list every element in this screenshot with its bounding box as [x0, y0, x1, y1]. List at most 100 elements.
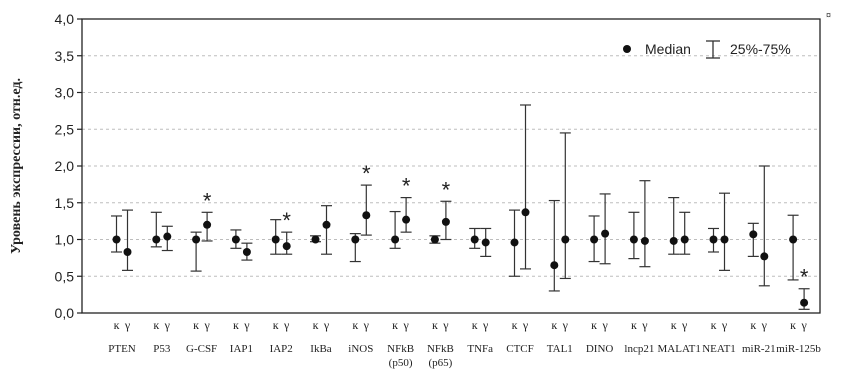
median-point-g — [640, 236, 649, 245]
group-label-g: γ — [363, 318, 370, 332]
group-label-k: к — [790, 318, 796, 332]
median-point-g — [242, 247, 251, 256]
median-point-g — [800, 298, 809, 307]
group-label-g: γ — [721, 318, 728, 332]
corner-mark: ¤ — [826, 10, 831, 20]
group-label-g: γ — [761, 318, 768, 332]
median-point-g — [561, 235, 570, 244]
median-point-k — [709, 235, 718, 244]
group-label-g: γ — [164, 318, 171, 332]
median-point-g — [362, 211, 371, 220]
category-label: IAP2 — [270, 343, 293, 355]
group-label-k: к — [114, 318, 120, 332]
median-point-k — [231, 235, 240, 244]
median-point-g — [441, 217, 450, 226]
significance-marker: * — [362, 161, 371, 186]
category-label-line2: (p50) — [389, 357, 413, 369]
median-point-g — [680, 235, 689, 244]
y-axis: 0,0 0,5 1,0 1,5 2,0 2,5 3,0 3,5 4,0 — [55, 11, 82, 321]
category-label: TAL1 — [547, 343, 573, 355]
median-point-k — [192, 235, 201, 244]
median-point-g — [481, 238, 490, 247]
legend-range-label: 25%-75% — [730, 41, 791, 57]
y-tick-label: 3,5 — [55, 48, 75, 64]
median-point-k — [112, 235, 121, 244]
category-label: lncp21 — [624, 343, 654, 355]
group-label-g: γ — [402, 318, 409, 332]
category-label: NFkB — [427, 343, 454, 355]
median-point-g — [760, 252, 769, 261]
significance-marker: * — [282, 208, 291, 233]
group-label-g: γ — [641, 318, 648, 332]
category-label: NEAT1 — [702, 343, 736, 355]
category-label: P53 — [153, 343, 171, 355]
median-point-g — [521, 208, 530, 217]
category-label: G-CSF — [186, 343, 217, 355]
group-label-g: γ — [203, 318, 210, 332]
category-label: miR-21 — [742, 343, 776, 355]
significance-marker: * — [203, 188, 212, 213]
group-label-k: к — [352, 318, 358, 332]
category-label: MALAT1 — [658, 343, 701, 355]
legend-median-marker — [623, 45, 631, 53]
median-point-k — [311, 235, 320, 244]
median-point-k — [550, 261, 559, 270]
median-point-k — [629, 235, 638, 244]
median-point-k — [749, 230, 758, 239]
category-label: CTCF — [506, 343, 534, 355]
median-point-k — [430, 235, 439, 244]
category-label: iNOS — [348, 343, 373, 355]
group-label-k: к — [750, 318, 756, 332]
median-point-k — [271, 235, 280, 244]
category-label: miR-125b — [776, 343, 821, 355]
group-label-k: к — [432, 318, 438, 332]
group-label-g: γ — [522, 318, 529, 332]
category-label: DINO — [586, 343, 614, 355]
median-point-g — [282, 242, 291, 251]
category-label: PTEN — [108, 343, 136, 355]
group-label-k: к — [711, 318, 717, 332]
y-tick-label: 2,0 — [55, 158, 75, 174]
group-label-k: к — [671, 318, 677, 332]
group-label-g: γ — [800, 318, 807, 332]
median-point-g — [322, 220, 331, 229]
y-tick-label: 4,0 — [55, 11, 75, 27]
group-label-k: к — [392, 318, 398, 332]
category-label: TNFa — [467, 343, 493, 355]
median-point-k — [669, 236, 678, 245]
y-axis-label: Уровень экспрессии, отн.ед. — [9, 78, 24, 254]
significance-marker: * — [402, 174, 411, 199]
group-label-k: к — [472, 318, 478, 332]
group-label-k: к — [273, 318, 279, 332]
group-label-g: γ — [283, 318, 290, 332]
group-label-k: к — [512, 318, 518, 332]
group-label-g: γ — [562, 318, 569, 332]
category-label: NFkB — [387, 343, 414, 355]
category-label: IkBa — [310, 343, 332, 355]
legend: Median 25%-75% — [623, 40, 791, 59]
y-tick-label: 1,5 — [55, 195, 75, 211]
y-tick-label: 3,0 — [55, 85, 75, 101]
group-label-k: к — [551, 318, 557, 332]
group-label-k: к — [153, 318, 159, 332]
median-point-g — [123, 247, 132, 256]
category-label: IAP1 — [230, 343, 253, 355]
median-point-g — [402, 215, 411, 224]
median-point-k — [470, 235, 479, 244]
group-label-k: к — [313, 318, 319, 332]
data-layer: * * * * * * — [111, 104, 810, 310]
median-point-k — [789, 235, 798, 244]
y-tick-label: 2,5 — [55, 121, 75, 137]
group-label-k: к — [193, 318, 199, 332]
significance-marker: * — [800, 265, 809, 290]
median-point-k — [391, 235, 400, 244]
median-point-k — [590, 235, 599, 244]
group-label-k: к — [591, 318, 597, 332]
group-label-k: к — [631, 318, 637, 332]
group-label-g: γ — [681, 318, 688, 332]
group-label-g: γ — [601, 318, 608, 332]
group-label-g: γ — [323, 318, 330, 332]
